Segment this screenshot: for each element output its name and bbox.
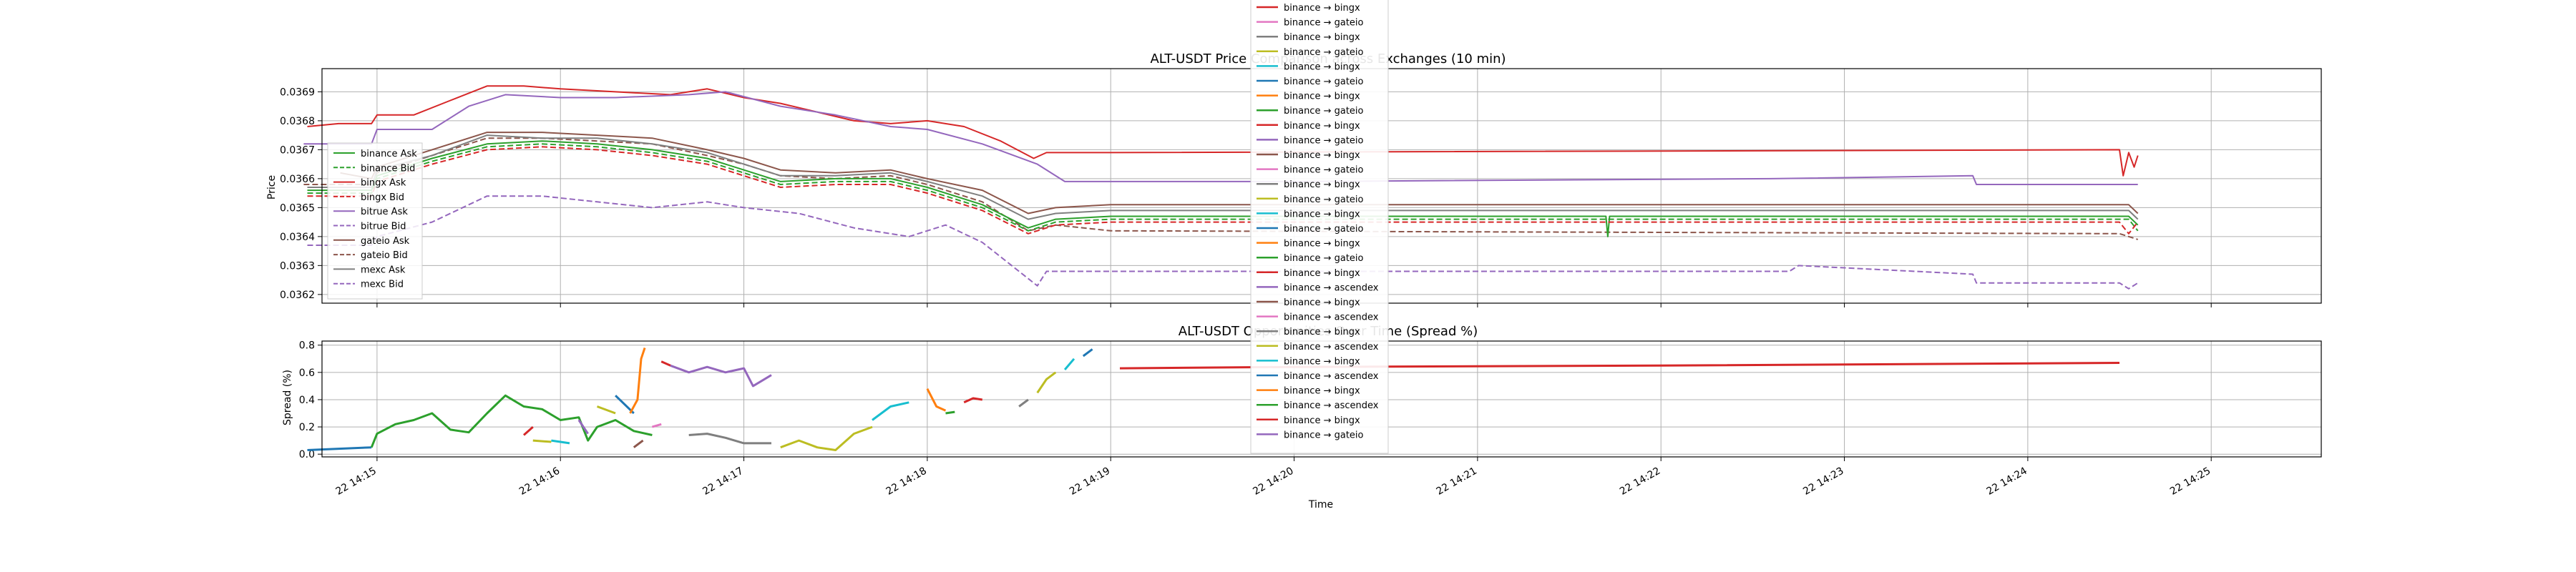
price-legend-label: bingx Ask: [361, 178, 406, 189]
spread-series-line: [963, 397, 983, 404]
spread-series-line: [651, 423, 662, 428]
price-legend-label: bitrue Bid: [361, 222, 406, 232]
spread-legend-label: binance → bingx: [1284, 61, 1360, 72]
spread-chart-ytick-label: 0.2: [299, 422, 315, 433]
spread-chart-ylabel: Spread (%): [282, 370, 293, 425]
price-legend-label: gateio Ask: [361, 236, 410, 247]
price-legend-label: bitrue Ask: [361, 207, 408, 217]
spread-series-line: [660, 360, 671, 367]
spread-legend-label: binance → ascendex: [1284, 400, 1379, 411]
price-chart-ytick-label: 0.0365: [280, 202, 315, 214]
spread-series-line: [633, 439, 644, 448]
spread-chart-legend-box: [1250, 0, 1389, 454]
price-legend-label: mexc Ask: [361, 265, 406, 275]
spread-series-line: [872, 401, 909, 421]
spread-legend-label: binance → ascendex: [1284, 312, 1379, 323]
spread-series-line: [945, 410, 955, 415]
spread-legend-label: binance → gateio: [1284, 18, 1364, 29]
spread-series-line: [688, 433, 771, 445]
price-chart-legend-box: [327, 142, 423, 300]
spread-legend-label: binance → gateio: [1284, 77, 1364, 87]
spread-legend-label: binance → bingx: [1284, 150, 1360, 161]
price-chart-ytick-label: 0.0362: [280, 290, 315, 301]
price-chart-ytick-label: 0.0364: [280, 232, 315, 243]
price-legend-label: bingx Bid: [361, 192, 404, 203]
price-chart-ytick-label: 0.0368: [280, 116, 315, 127]
spread-legend-label: binance → bingx: [1284, 209, 1360, 220]
spread-series-line: [1018, 398, 1029, 408]
spread-legend-label: binance → gateio: [1284, 430, 1364, 440]
price-chart-y-ticks: 0.0362 0.0363 0.0364 0.0365 0.0366 0.0367 0.03…: [280, 87, 322, 301]
spread-series-line: [577, 419, 589, 435]
price-series-line: [307, 140, 2139, 237]
spread-legend-label: binance → bingx: [1284, 268, 1360, 279]
price-chart-ytick-label: 0.0369: [280, 87, 315, 98]
spread-series-line: [307, 446, 372, 451]
price-series-line: [307, 146, 2139, 235]
price-series-line: [307, 134, 2139, 220]
price-legend-label: gateio Bid: [361, 250, 408, 261]
spread-legend-label: binance → ascendex: [1284, 371, 1379, 382]
spread-legend-label: binance → bingx: [1284, 3, 1360, 14]
spread-legend-label: binance → bingx: [1284, 92, 1360, 102]
price-series-line: [303, 91, 2138, 185]
price-series-line: [340, 132, 2139, 214]
spread-chart-ytick-label: 0.6: [299, 368, 315, 379]
price-chart-series: [303, 85, 2139, 290]
spread-legend-label: binance → gateio: [1284, 106, 1364, 117]
spread-legend-label: binance → ascendex: [1284, 282, 1379, 293]
spread-legend-label: binance → bingx: [1284, 121, 1360, 132]
spread-chart-ytick-label: 0.8: [299, 340, 315, 352]
price-chart-ytick-label: 0.0363: [280, 260, 315, 272]
spread-legend-label: binance → bingx: [1284, 32, 1360, 43]
spread-chart-legend: binance → bingx binance → gateio binance →…: [1250, 0, 1389, 454]
spread-series-line: [523, 425, 534, 436]
spread-series-line: [629, 347, 646, 414]
price-legend-label: mexc Bid: [361, 280, 404, 290]
spread-chart-xlabel: Time: [1308, 499, 1333, 511]
spread-series-line: [1082, 348, 1093, 358]
spread-legend-label: binance → bingx: [1284, 356, 1360, 367]
spread-legend-label: binance → gateio: [1284, 253, 1364, 264]
price-series-line: [307, 85, 2139, 177]
spread-chart-y-ticks: 0.0 0.2 0.4 0.6 0.8: [299, 340, 322, 460]
price-legend-label: binance Bid: [361, 163, 415, 174]
spread-series-line: [551, 439, 570, 445]
spread-series-line: [370, 394, 653, 448]
spread-series-line: [596, 405, 616, 415]
spread-series-line: [1119, 362, 2120, 370]
spread-legend-label: binance → gateio: [1284, 194, 1364, 205]
spread-legend-label: binance → ascendex: [1284, 342, 1379, 352]
spread-legend-label: binance → bingx: [1284, 415, 1360, 426]
spread-series-line: [1063, 358, 1075, 370]
spread-chart-ytick-label: 0.0: [299, 449, 315, 460]
spread-legend-label: binance → gateio: [1284, 47, 1364, 58]
price-legend-label: binance Ask: [361, 149, 417, 159]
spread-legend-label: binance → bingx: [1284, 239, 1360, 250]
spread-legend-label: binance → gateio: [1284, 224, 1364, 235]
spread-legend-label: binance → bingx: [1284, 179, 1360, 190]
spread-chart-series: [307, 347, 2120, 451]
price-chart-ytick-label: 0.0366: [280, 174, 315, 185]
price-series-line: [307, 143, 2139, 232]
price-chart-ytick-label: 0.0367: [280, 144, 315, 156]
spread-series-line: [926, 388, 947, 412]
spread-legend-label: binance → bingx: [1284, 386, 1360, 397]
spread-chart-ytick-label: 0.4: [299, 395, 315, 406]
spread-legend-label: binance → bingx: [1284, 327, 1360, 337]
spread-series-line: [532, 439, 552, 443]
spread-legend-label: binance → bingx: [1284, 297, 1360, 308]
spread-series-line: [670, 364, 772, 388]
price-series-line: [307, 195, 2139, 290]
spread-series-line: [780, 425, 873, 451]
spread-legend-label: binance → gateio: [1284, 165, 1364, 176]
price-chart-ylabel: Price: [266, 175, 278, 199]
spread-series-line: [1036, 371, 1057, 394]
spread-legend-label: binance → gateio: [1284, 135, 1364, 146]
price-chart-legend: binance Ask binance Bid bingx Ask bingx Bid…: [327, 142, 423, 300]
